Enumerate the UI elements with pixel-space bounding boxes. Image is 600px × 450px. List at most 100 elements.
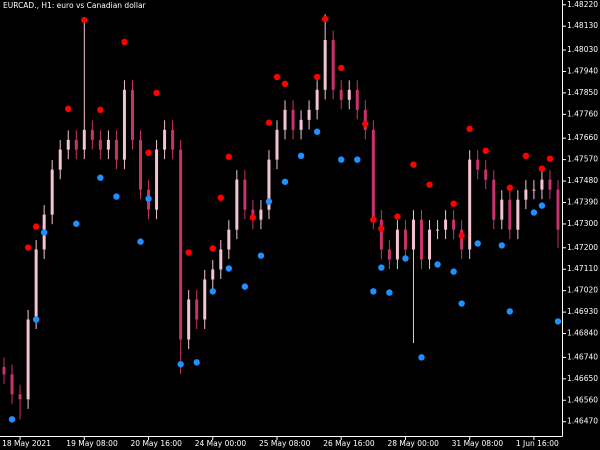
y-tick-label: 1.47480 bbox=[567, 176, 598, 185]
signal-dot bbox=[8, 416, 16, 423]
signal-dot bbox=[370, 288, 377, 295]
candle-body bbox=[428, 229, 432, 260]
candle-body bbox=[211, 269, 215, 280]
signal-dot bbox=[394, 213, 401, 220]
candle-body bbox=[18, 394, 22, 400]
candle-body bbox=[307, 109, 311, 120]
signal-dot bbox=[498, 242, 505, 249]
candle-body bbox=[508, 199, 512, 230]
signal-dot bbox=[458, 300, 465, 307]
candle-body bbox=[34, 249, 38, 320]
candle-body bbox=[130, 89, 134, 140]
signal-dot bbox=[249, 214, 257, 221]
candle-body bbox=[26, 319, 30, 400]
candle-body bbox=[476, 159, 480, 170]
signal-dot bbox=[97, 174, 104, 181]
chart-title: EURCAD., H1: euro vs Canadian dollar bbox=[3, 1, 147, 10]
candle-body bbox=[203, 279, 207, 320]
signal-dot bbox=[362, 120, 369, 128]
candle-body bbox=[387, 249, 391, 260]
y-tick-label: 1.46930 bbox=[567, 307, 598, 316]
signal-dot bbox=[225, 265, 233, 272]
candle-body bbox=[195, 299, 199, 320]
y-tick-label: 1.47390 bbox=[567, 198, 598, 207]
candle-body bbox=[122, 89, 126, 160]
candle-body bbox=[291, 109, 295, 130]
candle-body bbox=[420, 219, 423, 260]
candle-body bbox=[10, 374, 14, 395]
y-tick-label: 1.47940 bbox=[567, 66, 598, 75]
candle-body bbox=[219, 249, 223, 270]
signal-dot bbox=[466, 125, 473, 133]
candle-body bbox=[468, 159, 472, 250]
signal-dot bbox=[434, 261, 441, 268]
signal-dot bbox=[410, 161, 417, 168]
candle-body bbox=[267, 159, 271, 210]
candle-body bbox=[315, 89, 319, 110]
candle-body bbox=[331, 40, 335, 90]
signal-dot bbox=[530, 209, 538, 216]
signal-dot bbox=[546, 155, 554, 162]
x-tick-label: 31 May 08:00 bbox=[452, 439, 504, 448]
candle-body bbox=[187, 299, 191, 340]
signal-dot bbox=[153, 89, 160, 97]
signal-dot bbox=[426, 181, 433, 188]
signal-dot bbox=[506, 184, 514, 191]
signal-dot bbox=[474, 240, 481, 247]
candle-body bbox=[363, 109, 367, 130]
candle-body bbox=[403, 229, 407, 250]
candle-body bbox=[484, 169, 488, 180]
candle-body bbox=[444, 219, 448, 230]
y-tick-label: 1.46560 bbox=[567, 395, 598, 404]
signal-dot bbox=[32, 316, 40, 323]
signal-dot bbox=[354, 156, 361, 163]
candle-body bbox=[347, 89, 351, 100]
x-tick-label: 28 May 00:00 bbox=[387, 439, 439, 448]
candle-body bbox=[492, 179, 496, 220]
signal-dot bbox=[209, 288, 216, 295]
candle-body bbox=[355, 89, 359, 110]
candle-body bbox=[395, 229, 399, 260]
y-tick-label: 1.47760 bbox=[567, 109, 598, 118]
candle-body bbox=[243, 179, 247, 210]
signal-dot bbox=[81, 16, 88, 24]
signal-dot bbox=[193, 359, 200, 366]
signal-dot bbox=[265, 119, 273, 126]
signal-dot bbox=[370, 216, 377, 223]
signal-dot bbox=[281, 80, 289, 88]
candle-body bbox=[411, 219, 415, 250]
candle-body bbox=[179, 149, 183, 340]
candle-body bbox=[371, 129, 375, 220]
signal-dot bbox=[313, 73, 321, 81]
candle-body bbox=[58, 149, 62, 170]
x-tick-label: 25 May 08:00 bbox=[259, 439, 311, 448]
candle-body bbox=[50, 169, 54, 215]
candle-body bbox=[74, 139, 78, 150]
signal-dot bbox=[538, 165, 546, 172]
candle-body bbox=[82, 129, 86, 150]
candle-body bbox=[163, 129, 167, 150]
y-tick-label: 1.47570 bbox=[567, 155, 598, 164]
y-tick-label: 1.46740 bbox=[567, 352, 598, 361]
candle-body bbox=[452, 219, 456, 230]
signal-dot bbox=[450, 268, 457, 275]
signal-dot bbox=[458, 232, 465, 239]
signal-dot bbox=[257, 252, 265, 259]
candle-body bbox=[323, 40, 327, 90]
signal-dot bbox=[241, 283, 249, 290]
candle-body bbox=[114, 139, 118, 160]
candle-body bbox=[524, 189, 528, 200]
signal-dot bbox=[24, 244, 32, 251]
y-tick-label: 1.47300 bbox=[567, 219, 598, 228]
signal-dot bbox=[65, 105, 72, 113]
signal-dot bbox=[32, 223, 40, 230]
candle-body bbox=[460, 229, 464, 250]
candle-body bbox=[283, 109, 287, 130]
y-tick-label: 1.47110 bbox=[567, 264, 598, 273]
candle-body bbox=[66, 139, 70, 150]
signal-dot bbox=[281, 178, 289, 185]
signal-dot bbox=[113, 193, 120, 200]
signal-dot bbox=[97, 106, 104, 114]
x-tick-label: 19 May 08:00 bbox=[66, 439, 118, 448]
candle-body bbox=[299, 119, 303, 130]
